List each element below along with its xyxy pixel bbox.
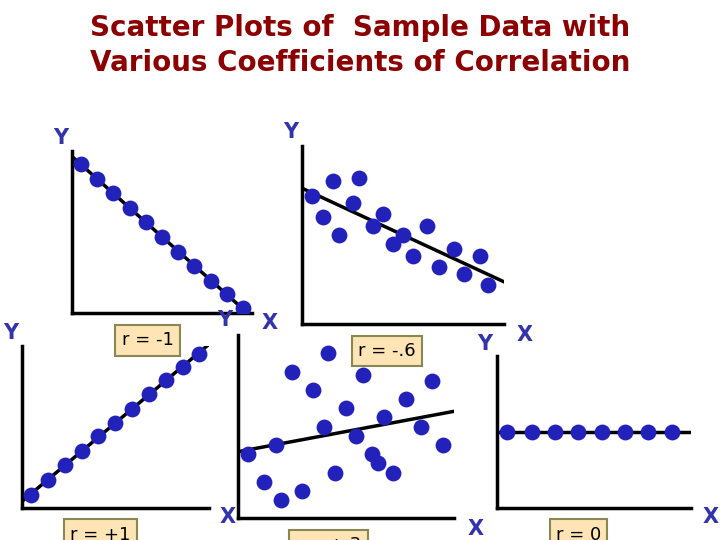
Point [317,213,328,221]
Point [93,432,104,441]
Text: r = +.3: r = +.3 [295,536,361,540]
Point [549,428,561,436]
Point [366,450,377,458]
Point [59,461,71,470]
Point [367,221,379,230]
Point [318,422,330,431]
Text: Scatter Plots of  Sample Data with: Scatter Plots of Sample Data with [90,14,630,42]
Point [379,413,390,422]
Point [109,419,121,428]
Point [297,487,308,495]
Point [173,247,184,256]
Point [397,231,409,239]
Text: X: X [220,507,235,528]
Point [340,404,351,413]
Point [426,376,438,385]
Text: Various Coefficients of Correlation: Various Coefficients of Correlation [90,49,630,77]
Point [271,441,282,449]
Point [387,468,399,477]
Point [596,428,608,436]
Point [126,404,138,413]
Point [353,173,364,182]
Point [204,276,216,285]
Point [327,177,338,186]
Text: r = 0: r = 0 [556,525,601,540]
Point [237,304,249,313]
Text: Y: Y [217,310,233,330]
Point [25,490,37,499]
Text: X: X [262,313,278,333]
Point [526,428,538,436]
Text: r = -.6: r = -.6 [359,342,416,360]
Point [474,252,485,261]
Point [194,349,205,358]
Point [91,174,103,183]
Point [437,441,449,449]
Point [189,262,200,271]
Point [400,395,412,403]
Point [140,218,151,227]
Point [323,349,334,357]
Point [143,390,155,399]
Point [156,233,168,241]
Point [351,431,362,440]
Point [221,289,233,298]
Point [160,375,171,384]
Point [275,496,287,504]
Text: X: X [516,325,532,345]
Point [666,428,678,436]
Point [357,371,369,380]
Point [433,262,445,271]
Point [415,422,427,431]
Text: r = -1: r = -1 [122,331,174,349]
Text: Y: Y [53,128,69,148]
Point [372,459,384,468]
Point [387,240,399,248]
Point [329,468,341,477]
Point [501,428,513,436]
Point [619,428,631,436]
Point [422,221,433,230]
Point [347,199,359,207]
Point [258,477,269,486]
Text: Y: Y [3,322,18,343]
Point [408,252,419,261]
Point [377,209,389,218]
Text: Y: Y [477,334,492,354]
Text: X: X [467,519,483,539]
Point [243,450,254,458]
Point [572,428,584,436]
Point [42,476,53,484]
Point [76,447,87,455]
Point [458,270,469,279]
Point [124,204,135,212]
Point [108,189,120,198]
Text: Y: Y [283,122,298,141]
Text: X: X [703,507,719,526]
Point [76,160,86,168]
Text: r = +1: r = +1 [70,525,130,540]
Point [177,362,189,371]
Point [482,280,494,289]
Point [286,367,297,376]
Point [307,191,318,200]
Point [643,428,654,436]
Point [448,245,459,253]
Point [307,386,319,394]
Point [333,231,344,239]
